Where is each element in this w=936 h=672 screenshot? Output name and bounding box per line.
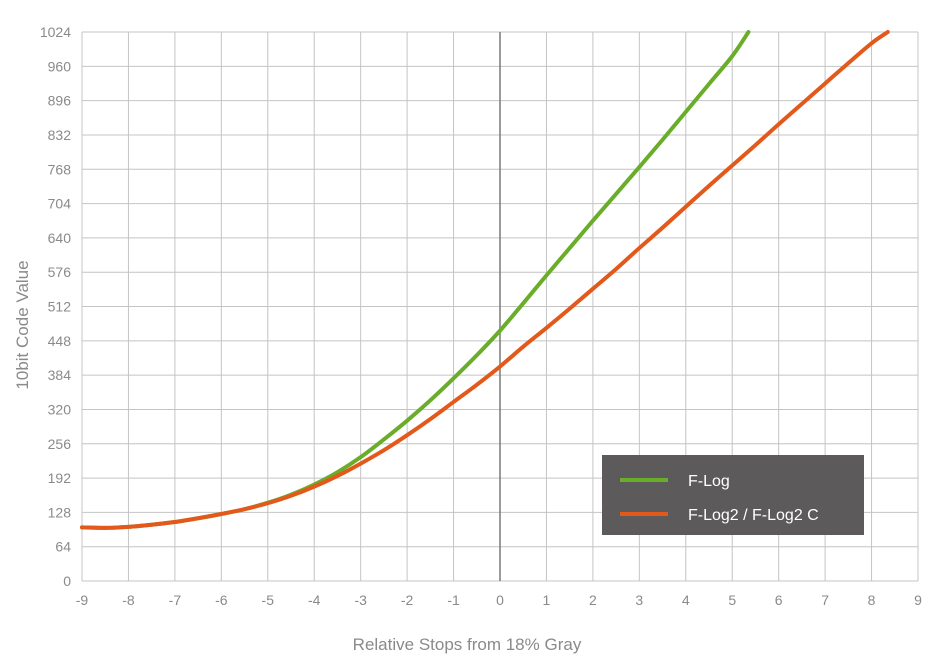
y-tick-label: 896 bbox=[48, 93, 72, 109]
y-tick-label: 832 bbox=[48, 127, 72, 143]
x-tick-label: -9 bbox=[76, 592, 89, 608]
x-tick-label: 5 bbox=[728, 592, 736, 608]
x-tick-labels: -9 -8 -7 -6 -5 -4 -3 -2 -1 0 1 2 3 4 5 6 7 8 9 bbox=[76, 592, 922, 608]
y-tick-label: 128 bbox=[48, 504, 72, 520]
y-tick-label: 0 bbox=[63, 573, 71, 589]
x-tick-label: 1 bbox=[543, 592, 551, 608]
y-tick-label: 448 bbox=[48, 333, 72, 349]
y-tick-label: 960 bbox=[48, 58, 72, 74]
x-tick-label: 4 bbox=[682, 592, 690, 608]
series-line-1 bbox=[80, 30, 890, 530]
y-tick-label: 512 bbox=[48, 299, 72, 315]
x-tick-label: 3 bbox=[635, 592, 643, 608]
y-tick-label: 704 bbox=[48, 196, 72, 212]
x-tick-label: -5 bbox=[262, 592, 275, 608]
y-tick-label: 1024 bbox=[40, 24, 71, 40]
x-tick-label: -8 bbox=[122, 592, 135, 608]
y-tick-labels: 0 64 128 192 256 320 384 448 512 576 640 704 768 832 8… bbox=[40, 24, 71, 589]
x-tick-label: -3 bbox=[354, 592, 367, 608]
y-axis-title: 10bit Code Value bbox=[13, 260, 32, 389]
legend-label-f-log: F-Log bbox=[688, 473, 730, 490]
x-tick-label: 2 bbox=[589, 592, 597, 608]
x-tick-label: 9 bbox=[914, 592, 922, 608]
x-tick-label: -1 bbox=[447, 592, 460, 608]
x-tick-label: 0 bbox=[496, 592, 504, 608]
y-tick-label: 256 bbox=[48, 436, 72, 452]
x-tick-label: -6 bbox=[215, 592, 228, 608]
x-tick-label: 7 bbox=[821, 592, 829, 608]
x-tick-label: -7 bbox=[169, 592, 182, 608]
legend-background bbox=[602, 455, 864, 535]
y-tick-label: 64 bbox=[55, 539, 71, 555]
x-tick-label: -2 bbox=[401, 592, 414, 608]
y-tick-label: 384 bbox=[48, 367, 72, 383]
y-tick-label: 192 bbox=[48, 470, 72, 486]
x-axis-title: Relative Stops from 18% Gray bbox=[353, 635, 582, 654]
y-tick-label: 320 bbox=[48, 401, 72, 417]
x-tick-label: 6 bbox=[775, 592, 783, 608]
y-tick-label: 576 bbox=[48, 264, 72, 280]
legend-label-f-log2: F-Log2 / F-Log2 C bbox=[688, 507, 819, 524]
y-tick-label: 640 bbox=[48, 230, 72, 246]
y-tick-label: 768 bbox=[48, 161, 72, 177]
series-lines bbox=[80, 30, 890, 530]
legend: F-Log F-Log2 / F-Log2 C bbox=[602, 455, 864, 535]
x-tick-label: 8 bbox=[868, 592, 876, 608]
series-line-0 bbox=[80, 30, 751, 530]
x-tick-label: -4 bbox=[308, 592, 321, 608]
